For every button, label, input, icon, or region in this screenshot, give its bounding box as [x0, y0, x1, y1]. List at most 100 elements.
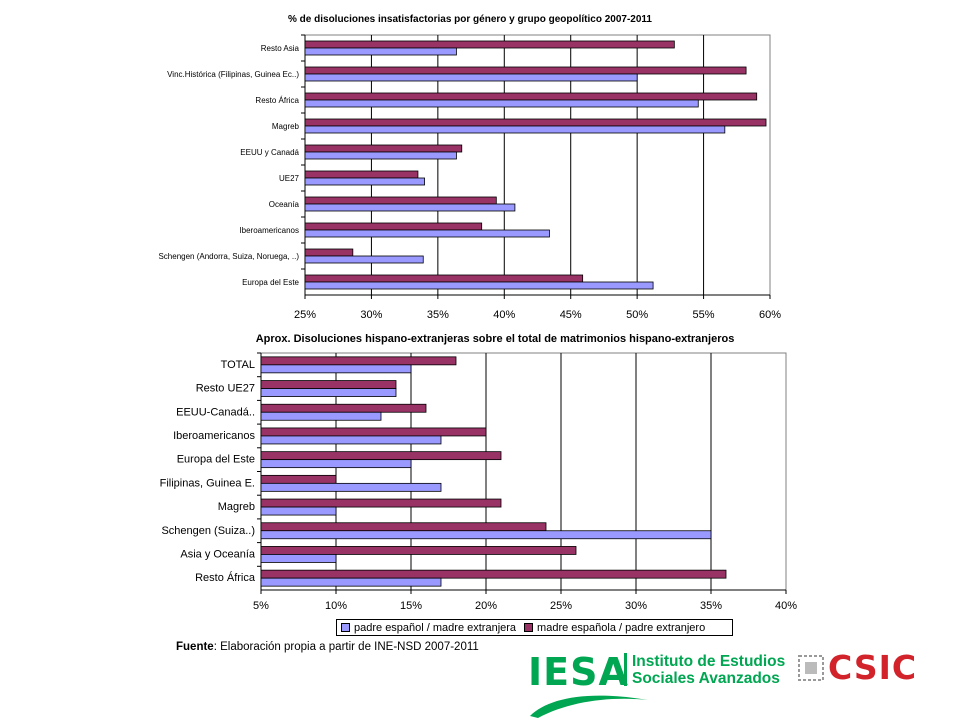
x-tick-label: 25% [550, 600, 572, 612]
bar [260, 403, 427, 413]
category-label: Iberoamericanos [239, 226, 299, 235]
bar [304, 118, 767, 127]
x-tick-label: 15% [400, 600, 422, 612]
bar [260, 577, 442, 587]
iesa-swoosh-icon [530, 695, 648, 718]
bar [260, 459, 412, 469]
bar [304, 40, 675, 49]
bar [304, 255, 424, 264]
bar [260, 569, 727, 579]
category-label: Vinc.Histórica (Filipinas, Guinea Ec..) [167, 70, 299, 79]
legend-item-padre-espanol: padre español / madre extranjera [341, 622, 516, 634]
chart-legend: padre español / madre extranjera madre e… [336, 619, 733, 636]
bar [304, 125, 726, 134]
bar [260, 356, 457, 366]
legend-label-padre-espanol: padre español / madre extranjera [354, 621, 517, 634]
bar [260, 554, 337, 563]
chart-title: Aprox. Disoluciones hispano-extranjeras … [256, 333, 735, 345]
x-tick-label: 25% [294, 309, 316, 321]
legend-item-madre-espanola: madre española / padre extranjero [524, 622, 705, 634]
bar [260, 506, 337, 516]
category-label: Resto UE27 [196, 383, 255, 395]
bar [304, 92, 758, 101]
x-tick-label: 60% [759, 309, 781, 321]
category-label: UE27 [279, 174, 300, 183]
iesa-logo-mark: IESA [528, 650, 629, 694]
source-note: Fuente: Elaboración propia a partir de I… [176, 641, 479, 653]
bar [304, 99, 699, 108]
bar [304, 229, 550, 238]
bar [304, 47, 457, 56]
category-label: Filipinas, Guinea E. [160, 477, 255, 489]
category-label: Schengen (Suiza..) [161, 525, 255, 537]
x-tick-label: 40% [493, 309, 515, 321]
bar [304, 73, 638, 82]
csic-emblem-icon [798, 655, 824, 681]
bar [304, 170, 419, 179]
category-label: Resto África [195, 571, 256, 584]
chart-2: 5% 10% 15% 20% 25% 30% 35% 40% Aprox. Disolucion… [160, 333, 798, 612]
bar [260, 482, 442, 492]
category-label: Europa del Este [177, 454, 255, 466]
bar [304, 203, 516, 212]
source-text: : Elaboración propia a partir de INE-NSD… [213, 641, 479, 653]
bar [260, 546, 577, 555]
category-label: TOTAL [221, 359, 255, 371]
bar [260, 435, 442, 445]
category-label: Resto Asia [261, 44, 300, 53]
x-tick-label: 35% [427, 309, 449, 321]
bar [260, 427, 487, 437]
bar [304, 274, 584, 283]
legend-swatch-madre-espanola [524, 623, 534, 632]
chart-1: 25% 30% 35% 40% 45% 50% 55% 60% % de disolucione… [158, 14, 781, 321]
category-label: Resto África [255, 96, 299, 105]
bar [260, 411, 382, 421]
bar [260, 388, 397, 397]
x-tick-label: 35% [700, 600, 722, 612]
bar [260, 474, 337, 484]
chart-title: % de disoluciones insatisfactorias por g… [288, 14, 652, 25]
csic-logo: CSIC [798, 648, 923, 687]
bar [260, 451, 502, 461]
bar [304, 248, 354, 257]
x-tick-label: 30% [360, 309, 382, 321]
category-label: Oceanía [269, 200, 300, 209]
bar [260, 364, 412, 374]
bar [304, 177, 425, 186]
legend-label-madre-espanola: madre española / padre extranjero [537, 621, 706, 634]
x-tick-label: 45% [560, 309, 582, 321]
category-label: Iberoamericanos [173, 430, 255, 442]
iesa-logo-line2: Sociales Avanzados [632, 670, 780, 687]
bar [304, 222, 483, 231]
bar [304, 66, 747, 75]
bar [260, 530, 712, 540]
x-tick-label: 20% [475, 600, 497, 612]
x-tick-label: 5% [253, 600, 269, 612]
bar [304, 281, 654, 290]
iesa-logo-divider [624, 653, 627, 686]
bar [260, 498, 502, 508]
x-tick-label: 30% [625, 600, 647, 612]
category-label: Magreb [272, 122, 300, 131]
bar [304, 151, 457, 160]
bar [260, 380, 397, 389]
category-label: EEUU-Canadá.. [176, 406, 255, 418]
x-tick-label: 40% [775, 600, 797, 612]
legend-swatch-padre-espanol [341, 623, 350, 632]
source-label: Fuente [176, 641, 214, 653]
bar [260, 522, 547, 532]
category-label: EEUU y Canadá [240, 148, 299, 157]
category-label: Magreb [218, 501, 255, 513]
category-label: Schengen (Andorra, Suiza, Noruega, ..) [158, 252, 299, 261]
category-label: Asia y Oceanía [180, 548, 255, 560]
bar [304, 196, 497, 205]
x-tick-label: 50% [626, 309, 648, 321]
iesa-logo-line1: Instituto de Estudios [632, 653, 786, 670]
csic-logo-text: CSIC [828, 648, 918, 687]
x-tick-label: 55% [693, 309, 715, 321]
category-label: Europa del Este [242, 278, 299, 287]
bar [304, 144, 463, 153]
x-tick-label: 10% [325, 600, 347, 612]
iesa-logo: IESA Instituto de Estudios Sociales Avan… [528, 650, 785, 720]
